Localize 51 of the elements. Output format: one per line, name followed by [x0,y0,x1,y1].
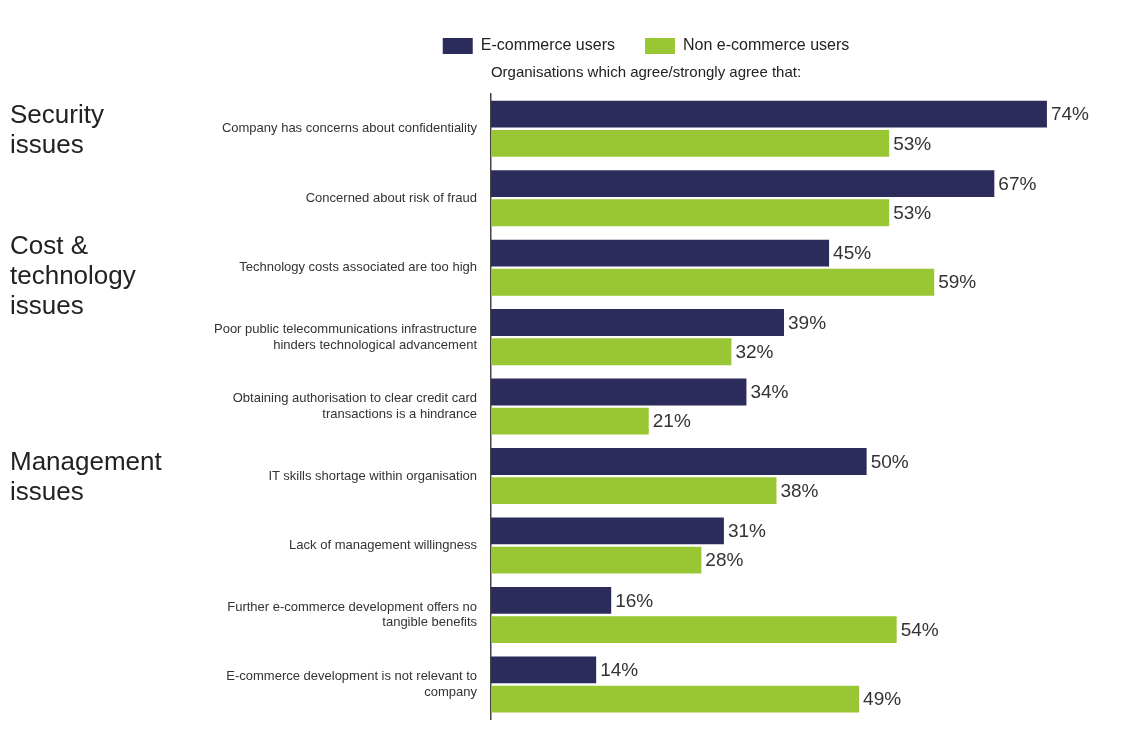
data-label: 53% [893,202,932,224]
bar [491,517,724,545]
data-label: 59% [938,271,977,293]
data-label: 67% [998,172,1037,194]
data-label: 16% [615,589,654,611]
bar [491,100,1047,128]
data-label: 38% [780,479,819,501]
bar [491,129,890,157]
y-tick-label: E-commerce development is not relevant to company [226,668,478,699]
bar [491,239,830,267]
bar [491,546,702,574]
data-label: 45% [833,242,872,264]
bar [491,199,890,227]
data-label: 34% [750,381,789,403]
data-label: 53% [893,132,932,154]
y-tick-label: IT skills shortage within organisation [268,467,478,483]
bar [491,407,649,435]
data-label: 14% [600,659,639,681]
legend-label: E-commerce users [480,36,615,54]
data-label: 31% [727,520,767,542]
text: Management issues [10,446,163,507]
bar [491,586,612,614]
y-tick-label: Poor public telecommunications infrastructure hinders technological advancement [213,320,478,352]
bar [491,309,784,336]
data-label: 39% [787,311,827,333]
y-tick-label: Lack of management willingness [289,537,478,553]
y-tick-label: Concerned about risk of fraud [305,189,478,205]
data-label: 21% [652,410,691,432]
legend-label: Non e-commerce users [682,36,850,54]
chart-title: Organisations which agree/strongly agree that: [490,63,802,81]
bar [491,448,867,475]
bar [491,378,747,406]
text: Security issues [10,98,105,159]
bar [491,338,732,366]
data-label: 50% [870,450,909,472]
bar [491,685,860,713]
y-tick-label: Obtaining authorisation to clear credit card transactions is a hindrance [232,390,478,421]
data-label: 54% [900,618,939,640]
bar [491,170,995,198]
bar [491,477,777,505]
y-tick-label: Technology costs associated are too high [239,259,478,275]
data-label: 74% [1050,103,1090,125]
text: Cost & technology issues [10,229,137,320]
bar [491,616,897,644]
data-label: 49% [863,688,902,710]
data-label: 28% [705,549,744,571]
bar [491,268,935,296]
y-tick-label: Further e-commerce development offers no tangible benefits [227,598,478,630]
bar [491,656,597,684]
data-label: 32% [735,340,774,362]
y-tick-label: Company has concerns about confidentiality [221,120,478,136]
